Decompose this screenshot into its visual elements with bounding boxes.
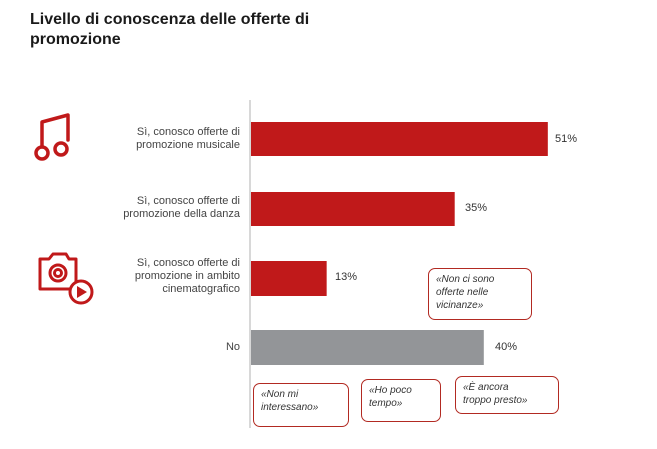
value-label-danza: 35%: [465, 202, 488, 214]
value-label-no: 40%: [495, 341, 518, 353]
camera-play-icon: [38, 252, 94, 305]
category-label-cinema: Sì, conosco offerte di promozione in amb…: [134, 257, 240, 295]
category-label-musica: Sì, conosco offerte di promozione musica…: [136, 126, 240, 151]
bar-no: [251, 330, 484, 365]
bar-musica: [251, 122, 548, 156]
music-note-icon: [34, 113, 70, 161]
value-label-musica: 51%: [555, 133, 578, 145]
bar-cinema: [251, 261, 327, 296]
value-label-cinema: 13%: [335, 271, 358, 283]
callout-vicinanze: «Non ci sono offerte nelle vicinanze»: [428, 268, 532, 320]
chart-title: Livello di conoscenza delle offerte di p…: [30, 11, 310, 48]
category-label-danza: Sì, conosco offerte di promozione della …: [123, 195, 240, 220]
bar-danza: [251, 192, 455, 226]
callout-non-mi-interessano: «Non mi interessano»: [253, 383, 349, 427]
category-label-no: No: [225, 341, 240, 353]
callout-troppo-presto: «È ancora troppo presto»: [455, 376, 559, 414]
callout-poco-tempo: «Ho poco tempo»: [361, 379, 441, 422]
